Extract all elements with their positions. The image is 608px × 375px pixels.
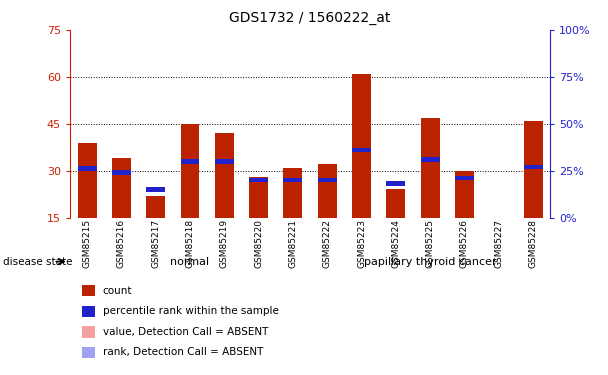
- Text: GSM85215: GSM85215: [83, 219, 92, 268]
- Text: GSM85226: GSM85226: [460, 219, 469, 268]
- Bar: [283, 168, 302, 217]
- Text: GSM85216: GSM85216: [117, 219, 126, 268]
- Bar: [352, 74, 371, 217]
- Bar: [147, 187, 165, 192]
- Bar: [78, 142, 97, 218]
- Bar: [215, 133, 233, 218]
- Text: GDS1732 / 1560222_at: GDS1732 / 1560222_at: [229, 11, 391, 25]
- Bar: [523, 121, 542, 218]
- Text: GSM85221: GSM85221: [288, 219, 297, 268]
- Bar: [112, 158, 131, 218]
- Bar: [181, 124, 199, 218]
- Text: GSM85222: GSM85222: [323, 219, 332, 268]
- Bar: [352, 148, 371, 152]
- Bar: [455, 176, 474, 180]
- Text: normal: normal: [170, 256, 210, 267]
- Bar: [112, 170, 131, 175]
- Bar: [283, 178, 302, 182]
- Bar: [215, 159, 233, 164]
- Bar: [78, 166, 97, 171]
- Text: GSM85223: GSM85223: [357, 219, 366, 268]
- Text: GSM85225: GSM85225: [426, 219, 435, 268]
- Text: disease state: disease state: [3, 256, 72, 267]
- Bar: [318, 164, 337, 218]
- Bar: [181, 159, 199, 164]
- Bar: [421, 117, 440, 218]
- Text: GSM85217: GSM85217: [151, 219, 160, 268]
- Text: GSM85219: GSM85219: [220, 219, 229, 268]
- Text: GSM85218: GSM85218: [185, 219, 195, 268]
- Text: GSM85220: GSM85220: [254, 219, 263, 268]
- Bar: [387, 182, 406, 186]
- Text: GSM85224: GSM85224: [392, 219, 400, 268]
- Text: count: count: [103, 286, 133, 296]
- Bar: [249, 178, 268, 182]
- Bar: [387, 189, 406, 217]
- Bar: [147, 196, 165, 217]
- Text: GSM85228: GSM85228: [528, 219, 537, 268]
- Text: rank, Detection Call = ABSENT: rank, Detection Call = ABSENT: [103, 348, 263, 357]
- Bar: [455, 171, 474, 217]
- Text: value, Detection Call = ABSENT: value, Detection Call = ABSENT: [103, 327, 268, 337]
- Bar: [421, 157, 440, 162]
- Text: GSM85227: GSM85227: [494, 219, 503, 268]
- Text: percentile rank within the sample: percentile rank within the sample: [103, 306, 278, 316]
- Text: papillary thyroid cancer: papillary thyroid cancer: [364, 256, 497, 267]
- Bar: [249, 177, 268, 218]
- Bar: [523, 165, 542, 169]
- Bar: [318, 178, 337, 182]
